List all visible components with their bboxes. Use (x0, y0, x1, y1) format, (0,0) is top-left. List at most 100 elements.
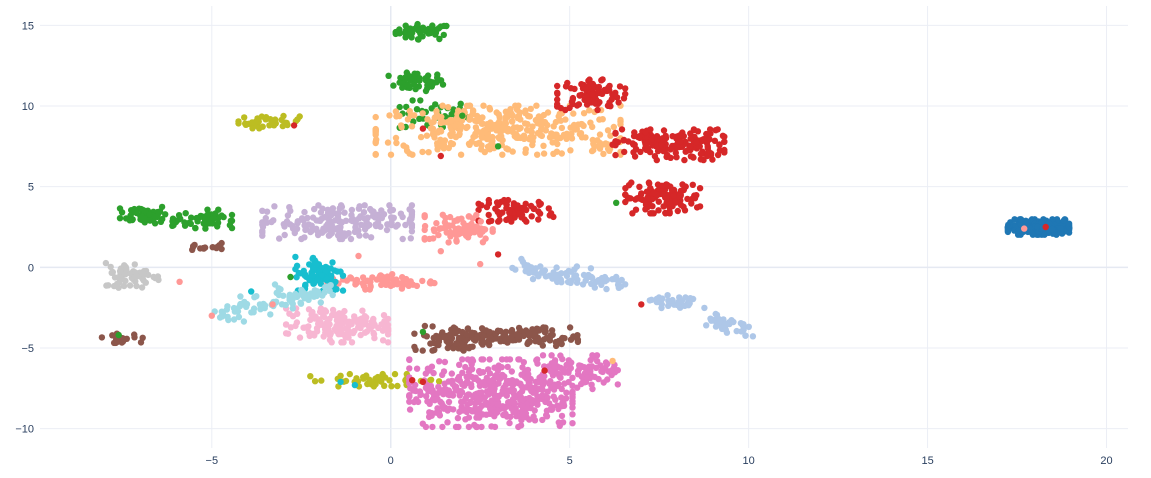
data-point (642, 129, 649, 136)
data-point (539, 342, 546, 349)
data-point (442, 224, 449, 231)
data-point (494, 143, 502, 150)
data-point (320, 333, 327, 340)
data-point (557, 117, 564, 124)
data-point (309, 254, 317, 262)
data-point (295, 269, 302, 277)
data-point (321, 289, 328, 296)
data-point (435, 338, 443, 345)
data-point (372, 126, 379, 133)
data-point (513, 106, 521, 113)
data-point (533, 102, 540, 109)
points-layer (98, 20, 1073, 431)
data-point (430, 118, 437, 126)
data-point (599, 116, 606, 123)
data-point (654, 135, 661, 142)
data-point (429, 396, 436, 403)
data-point (497, 338, 504, 345)
data-point (408, 228, 416, 235)
data-point (230, 316, 238, 323)
data-point (481, 382, 488, 389)
data-point (419, 125, 427, 132)
data-point (428, 412, 435, 419)
data-point (427, 280, 434, 287)
data-point (521, 216, 528, 223)
data-point (372, 221, 380, 228)
data-point (1034, 223, 1041, 230)
data-point (421, 322, 429, 330)
data-point (503, 145, 510, 152)
data-point (466, 230, 473, 237)
data-point (616, 83, 624, 90)
data-point (439, 423, 446, 431)
data-point (525, 371, 532, 378)
data-point (658, 141, 665, 149)
data-point (485, 366, 492, 373)
data-point (627, 195, 634, 202)
data-point (589, 123, 596, 131)
data-point (607, 132, 614, 139)
data-point (413, 365, 421, 372)
data-point (123, 266, 130, 273)
data-point (454, 216, 462, 223)
data-point (384, 139, 392, 146)
data-point (421, 226, 428, 234)
data-point (396, 79, 403, 86)
data-point (293, 225, 301, 232)
data-point (468, 383, 475, 391)
data-point (582, 86, 589, 93)
data-point (714, 151, 722, 159)
data-point (517, 124, 524, 132)
data-point (493, 409, 500, 416)
data-point (378, 281, 385, 289)
data-point (440, 31, 447, 39)
data-point (433, 332, 440, 340)
data-point (567, 147, 574, 154)
data-point (694, 128, 702, 135)
data-point (487, 385, 494, 392)
data-point (372, 113, 379, 121)
data-point (334, 268, 341, 275)
data-point (706, 136, 713, 143)
data-point (591, 143, 598, 150)
data-point (240, 318, 248, 325)
data-point (541, 373, 548, 380)
data-point (636, 195, 644, 202)
data-point (488, 217, 495, 224)
data-point (215, 206, 222, 213)
data-point (655, 294, 663, 301)
data-point (419, 110, 426, 117)
data-point (552, 338, 559, 346)
data-point (495, 134, 502, 141)
data-point (704, 152, 711, 160)
data-point (329, 306, 337, 314)
data-point (534, 151, 541, 158)
data-point (612, 129, 619, 137)
data-point (362, 317, 369, 324)
data-point (620, 95, 628, 102)
data-point (157, 218, 165, 225)
data-point (380, 211, 388, 218)
y-tick-label: 0 (28, 262, 34, 274)
data-point (478, 120, 486, 127)
data-point (459, 112, 466, 119)
data-point (435, 378, 443, 385)
data-point (449, 140, 457, 148)
data-point (1060, 217, 1067, 224)
data-point (424, 365, 432, 372)
data-point (476, 389, 483, 396)
data-point (479, 369, 487, 376)
data-point (567, 359, 574, 366)
data-point (391, 370, 399, 378)
data-point (693, 204, 701, 211)
data-point (393, 113, 400, 120)
data-point (411, 75, 418, 83)
data-point (527, 386, 534, 393)
data-point (367, 234, 375, 241)
data-point (228, 211, 236, 219)
data-point (430, 339, 437, 347)
data-point (614, 381, 621, 388)
data-point (300, 267, 307, 275)
data-point (527, 375, 534, 383)
data-point (443, 22, 450, 30)
